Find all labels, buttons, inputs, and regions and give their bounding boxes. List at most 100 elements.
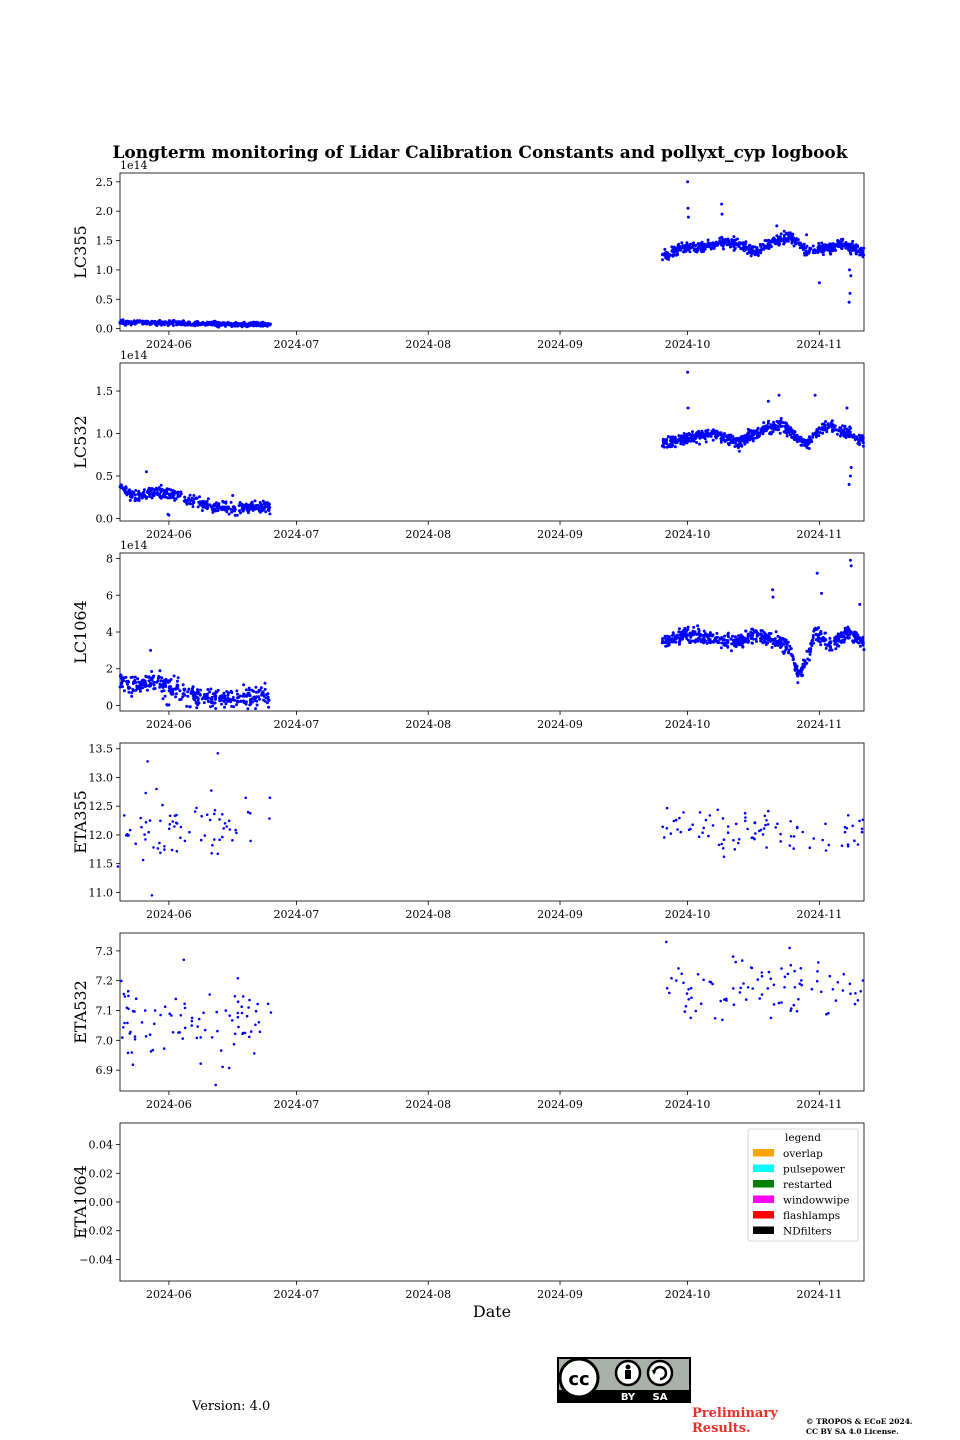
data-point: [849, 274, 853, 278]
x-tick-label: 2024-10: [665, 908, 711, 921]
data-point: [821, 431, 825, 435]
data-point: [162, 689, 166, 693]
data-point: [754, 637, 758, 641]
data-point: [257, 509, 261, 513]
cc-sa-text: SA: [653, 1392, 668, 1403]
data-point: [775, 224, 779, 228]
y-tick-label: 11.0: [89, 886, 114, 899]
data-point: [125, 490, 129, 494]
data-point: [193, 810, 197, 813]
data-point: [226, 691, 230, 695]
data-point: [858, 247, 862, 251]
data-point: [682, 440, 686, 444]
data-point: [219, 696, 223, 700]
data-point: [144, 820, 148, 824]
y-tick-label: 0.02: [89, 1167, 114, 1180]
data-point: [828, 648, 832, 652]
data-point: [767, 635, 771, 639]
data-point: [156, 847, 160, 850]
data-point: [848, 558, 852, 562]
data-point: [235, 689, 239, 693]
data-point: [722, 239, 726, 243]
data-point: [691, 823, 694, 826]
data-point: [792, 429, 796, 433]
data-point: [173, 687, 177, 691]
data-point: [187, 687, 191, 691]
data-point: [174, 997, 178, 1001]
data-point: [216, 852, 220, 856]
data-point: [689, 439, 693, 443]
data-point: [687, 998, 690, 1001]
data-point: [156, 679, 160, 683]
data-point: [226, 693, 230, 697]
data-point: [821, 838, 824, 842]
data-point: [130, 694, 134, 698]
data-point: [736, 446, 740, 449]
data-point: [857, 433, 861, 437]
data-point: [673, 445, 677, 449]
data-point: [734, 441, 737, 445]
data-point: [852, 433, 856, 437]
data-point: [214, 707, 218, 710]
data-point: [769, 432, 773, 436]
data-point: [248, 1035, 251, 1039]
data-point: [682, 432, 686, 435]
data-point: [206, 497, 210, 501]
data-point: [725, 999, 728, 1002]
data-point: [142, 488, 146, 492]
data-point: [689, 639, 692, 643]
data-point: [688, 243, 692, 246]
data-point: [158, 669, 162, 673]
x-tick-label: 2024-10: [665, 1098, 711, 1111]
data-point: [235, 703, 238, 707]
data-point: [129, 323, 133, 327]
data-point: [153, 1009, 157, 1012]
data-point: [760, 993, 764, 996]
data-point: [861, 440, 865, 444]
data-point: [666, 255, 670, 259]
data-point: [175, 821, 178, 825]
data-point: [779, 646, 782, 649]
data-point: [834, 647, 838, 651]
data-point: [754, 252, 758, 256]
data-point: [147, 675, 150, 679]
data-point: [127, 690, 131, 694]
data-point: [149, 322, 153, 326]
data-point: [689, 246, 693, 250]
data-point: [674, 253, 678, 257]
data-point: [199, 1036, 202, 1039]
data-point: [661, 637, 664, 641]
data-point: [729, 441, 732, 445]
legend-frame: [747, 1128, 859, 1242]
data-point: [798, 436, 801, 440]
data-point: [798, 246, 802, 250]
data-point: [766, 641, 770, 645]
data-point: [706, 238, 710, 242]
data-point: [860, 641, 864, 645]
data-point: [127, 834, 130, 837]
data-point: [234, 828, 237, 832]
data-point: [777, 393, 781, 397]
data-point: [811, 638, 815, 642]
data-point: [788, 844, 792, 847]
data-point: [845, 434, 849, 438]
data-point: [688, 250, 692, 254]
preliminary-line-1: Preliminary: [692, 1406, 778, 1421]
data-point: [795, 1009, 799, 1013]
cc-by-sa-badge[interactable]: cc BY SA: [557, 1357, 691, 1403]
data-point: [726, 645, 730, 649]
data-point: [238, 694, 242, 698]
x-tick-label: 2024-11: [797, 1288, 843, 1301]
data-point: [144, 470, 148, 474]
data-point: [799, 967, 803, 970]
data-point: [836, 981, 840, 984]
data-point: [781, 421, 785, 425]
data-point: [141, 319, 145, 323]
data-point: [153, 322, 157, 326]
data-point: [854, 992, 857, 995]
data-point: [822, 639, 826, 643]
y-tick-label: 6: [106, 589, 113, 602]
data-point: [761, 641, 765, 645]
data-point: [254, 690, 258, 694]
data-point: [817, 241, 821, 245]
